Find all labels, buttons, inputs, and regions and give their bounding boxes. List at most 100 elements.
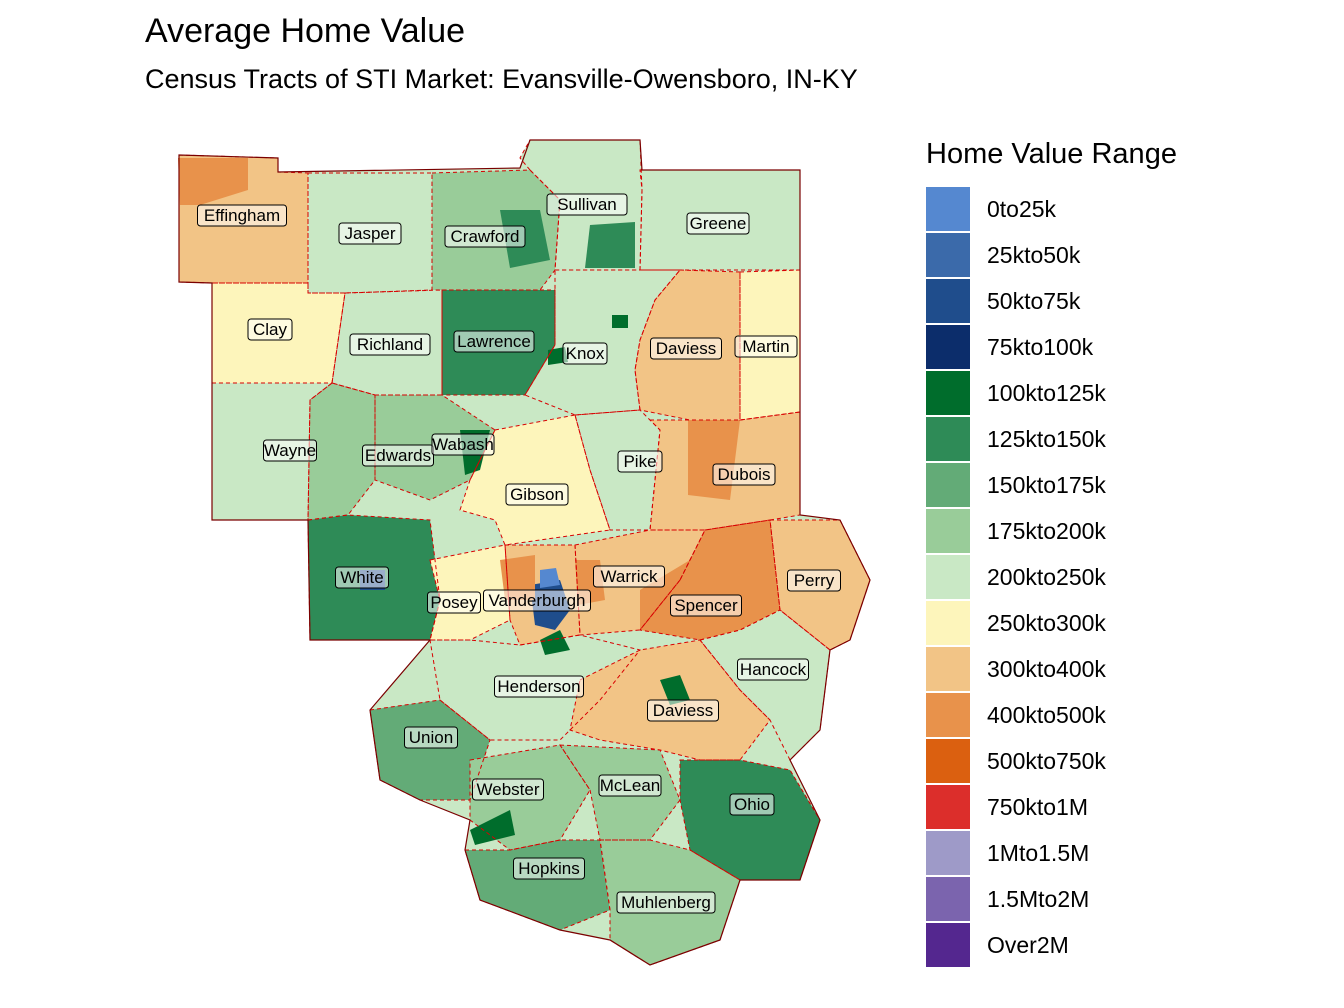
county-label: Warrick xyxy=(593,565,665,588)
legend-label: Over2M xyxy=(987,932,1069,958)
county-name: Effingham xyxy=(204,206,280,225)
county-label-box xyxy=(349,333,431,356)
county-label-box xyxy=(197,204,287,227)
legend-label: 250kto300k xyxy=(987,610,1106,636)
county-name: Warrick xyxy=(601,567,658,586)
county-label: Jasper xyxy=(338,222,402,245)
county-label: Vanderburgh xyxy=(483,589,591,612)
county-label: Gibson xyxy=(505,483,569,506)
county-border xyxy=(569,639,771,761)
county-label-box xyxy=(647,699,719,722)
county-name: Clay xyxy=(253,320,288,339)
county-region xyxy=(460,415,610,545)
county-label-box xyxy=(650,337,722,360)
county-name: Hopkins xyxy=(518,859,579,878)
legend-title: Home Value Range xyxy=(926,138,1177,170)
county-name: Daviess xyxy=(656,339,716,358)
county-border xyxy=(459,414,611,546)
county-label: Wabash xyxy=(431,433,495,456)
legend-label: 1.5Mto2M xyxy=(987,886,1090,912)
county-label: McLean xyxy=(598,774,662,797)
county-name: Perry xyxy=(794,571,835,590)
county-label-box xyxy=(483,589,591,612)
county-name: Sullivan xyxy=(557,195,617,214)
legend-swatch xyxy=(926,371,970,415)
county-label-box xyxy=(427,591,481,614)
county-border xyxy=(441,289,556,396)
county-border xyxy=(648,411,801,531)
county-name: Richland xyxy=(357,335,423,354)
legend-swatch xyxy=(926,279,970,323)
legend-label: 175kto200k xyxy=(987,518,1106,544)
county-label-box xyxy=(505,483,569,506)
county-labels: Effingham Jasper Crawford Sullivan Greene Cla… xyxy=(197,193,841,914)
county-name: Lawrence xyxy=(457,332,531,351)
county-label: Sullivan xyxy=(546,193,628,216)
county-label-box xyxy=(453,330,535,353)
county-label: Edwards xyxy=(362,444,434,467)
county-label-box xyxy=(513,857,585,880)
legend-label: 100kto125k xyxy=(987,380,1106,406)
legend-label: 500kto750k xyxy=(987,748,1106,774)
county-border xyxy=(429,544,511,641)
county-name: Muhlenberg xyxy=(621,893,711,912)
county-label: Muhlenberg xyxy=(616,891,716,914)
tract-highlight xyxy=(500,555,535,600)
legend-label: 0to25k xyxy=(987,196,1057,222)
county-label-box xyxy=(617,450,663,473)
county-border xyxy=(374,394,496,501)
legend-swatch xyxy=(926,923,970,967)
county-border xyxy=(574,529,706,636)
county-label: White xyxy=(335,566,389,589)
county-label: Crawford xyxy=(444,225,526,248)
county-label-box xyxy=(404,726,458,749)
legend-swatch xyxy=(926,509,970,553)
county-label: Effingham xyxy=(197,204,287,227)
county-label: Knox xyxy=(562,342,608,365)
tract-highlight xyxy=(178,158,248,205)
legend-label: 150kto175k xyxy=(987,472,1106,498)
county-name: Knox xyxy=(566,344,605,363)
county-label-box xyxy=(335,566,389,589)
county-label: Hopkins xyxy=(513,857,585,880)
county-label: Daviess xyxy=(650,337,722,360)
tract-highlight xyxy=(540,568,560,588)
county-label-box xyxy=(338,222,402,245)
county-label-box xyxy=(598,774,662,797)
county-name: Daviess xyxy=(653,701,713,720)
tract-highlight xyxy=(612,315,628,328)
market-border xyxy=(178,139,871,966)
county-name: Wabash xyxy=(432,435,494,454)
county-label: Union xyxy=(404,726,458,749)
county-label-box xyxy=(263,439,317,462)
county-label: Wayne xyxy=(263,439,317,462)
tract-highlight xyxy=(660,675,690,705)
legend-swatch xyxy=(926,785,970,829)
county-label-box xyxy=(729,793,775,816)
tract-highlight xyxy=(470,810,515,845)
legend-label: 75kto100k xyxy=(987,334,1094,360)
county-name: White xyxy=(340,568,383,587)
county-label: Clay xyxy=(247,318,293,341)
county-label: Ohio xyxy=(729,793,775,816)
county-region xyxy=(700,610,830,760)
county-label: Richland xyxy=(349,333,431,356)
county-name: Webster xyxy=(477,780,540,799)
county-border xyxy=(429,634,641,741)
county-label-box xyxy=(712,463,776,486)
county-label: Daviess xyxy=(647,699,719,722)
legend-label: 300kto400k xyxy=(987,656,1106,682)
county-label-box xyxy=(670,594,742,617)
county-label: Hancock xyxy=(737,658,809,681)
county-name: Dubois xyxy=(718,465,771,484)
county-label-box xyxy=(472,778,544,801)
county-label: Greene xyxy=(686,212,750,235)
county-region xyxy=(308,383,375,520)
county-label-box xyxy=(546,193,628,216)
legend-label: 125kto150k xyxy=(987,426,1106,452)
county-name: Vanderburgh xyxy=(488,591,585,610)
county-region xyxy=(370,700,490,800)
county-name: Union xyxy=(409,728,453,747)
legend-label: 400kto500k xyxy=(987,702,1106,728)
tract-highlight xyxy=(585,222,635,268)
